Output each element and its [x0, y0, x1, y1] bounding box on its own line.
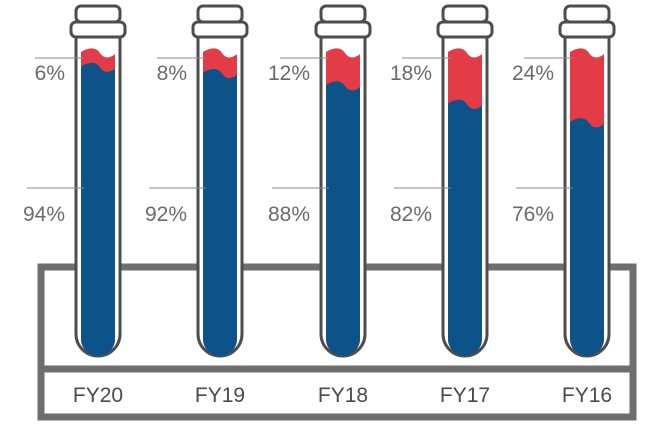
value-label: 88%: [268, 203, 310, 226]
value-label: 8%: [157, 62, 187, 85]
rack-front: [37, 365, 637, 421]
tube-cap-rim: [69, 20, 127, 39]
tube: [558, 4, 616, 358]
rack-label-box: [37, 365, 637, 421]
value-label: 94%: [23, 203, 65, 226]
category-label: FY20: [73, 384, 123, 407]
tube-cap-rim: [436, 20, 494, 39]
value-label: 12%: [268, 62, 310, 85]
value-label: 18%: [390, 62, 432, 85]
category-labels: FY20 FY19 FY18 FY17 FY16: [73, 384, 612, 407]
tubes: [69, 4, 616, 358]
bar-segment-blue: [326, 81, 360, 356]
value-label: 24%: [512, 62, 554, 85]
tube: [69, 4, 127, 358]
bar-segment-blue: [448, 99, 482, 357]
category-label: FY18: [318, 384, 368, 407]
tube-cap-top: [319, 4, 367, 24]
value-label: 76%: [512, 203, 554, 226]
tube-cap-rim: [558, 20, 616, 39]
value-label: 82%: [390, 203, 432, 226]
tube-cap-top: [441, 4, 489, 24]
bar-segment-blue: [81, 62, 115, 356]
value-label: 92%: [145, 203, 187, 226]
tube-cap-top: [196, 4, 244, 24]
value-label: 6%: [35, 62, 65, 85]
value-labels: 6% 94% 8% 92% 12% 88% 18% 82% 24% 76%: [23, 57, 573, 226]
tube-cap-rim: [314, 20, 372, 39]
tube-cap-rim: [191, 20, 249, 39]
tube-cap-top: [563, 4, 611, 24]
category-label: FY17: [440, 384, 490, 407]
tube: [436, 4, 494, 358]
tube-cap-top: [74, 4, 122, 24]
category-label: FY19: [195, 384, 245, 407]
bar-segment-blue: [570, 118, 604, 356]
bar-segment-blue: [203, 69, 237, 356]
category-label: FY16: [562, 384, 612, 407]
tube: [314, 4, 372, 358]
tube: [191, 4, 249, 358]
